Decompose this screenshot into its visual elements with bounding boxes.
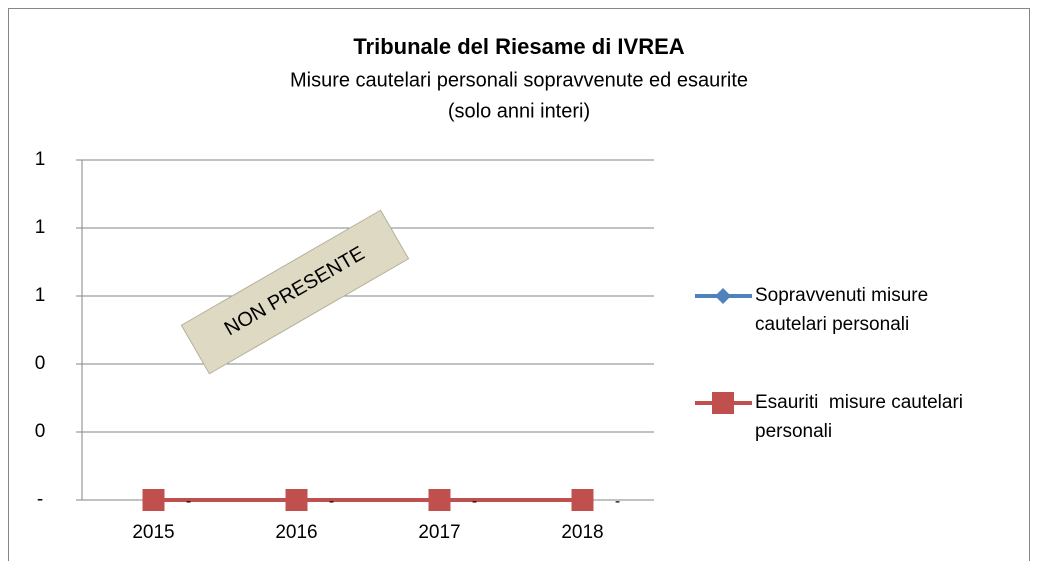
data-label: - [615, 493, 620, 510]
data-label: - [329, 493, 334, 510]
chart-subtitle: Misure cautelari personali sopravvenute … [290, 69, 748, 91]
marker [142, 489, 165, 511]
data-label: - [186, 493, 191, 510]
marker [428, 489, 451, 511]
x-tick-label: 2018 [561, 522, 603, 543]
legend-label: Esauriti misure cautelari personali [755, 392, 969, 442]
chart-subtitle: (solo anni interi) [448, 100, 590, 122]
chart-title: Tribunale del Riesame di IVREA [353, 34, 684, 59]
y-tick-label: 1 [35, 217, 46, 238]
legend-marker [712, 392, 734, 414]
legend-marker [715, 288, 731, 304]
y-tick-label: 1 [35, 149, 46, 170]
x-tick-label: 2016 [275, 522, 317, 543]
chart-frame [8, 8, 1030, 561]
x-tick-label: 2017 [418, 522, 460, 543]
marker [285, 489, 308, 511]
legend-label: Sopravvenuti misure cautelari personali [755, 285, 934, 335]
y-tick-label: - [37, 489, 43, 510]
marker [571, 489, 594, 511]
data-label: - [472, 493, 477, 510]
x-tick-label: 2015 [132, 522, 174, 543]
annotation-box [180, 209, 410, 375]
y-tick-label: 0 [35, 421, 46, 442]
y-tick-label: 0 [35, 353, 46, 374]
y-tick-label: 1 [35, 285, 46, 306]
